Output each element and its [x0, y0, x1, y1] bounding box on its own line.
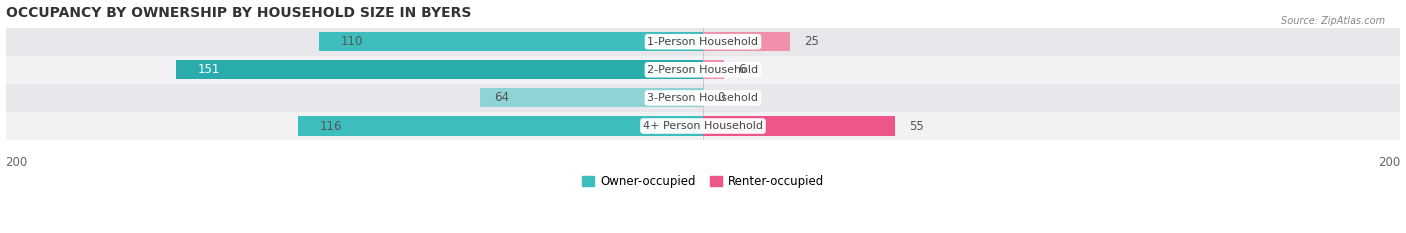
Bar	[6, 112, 1400, 140]
Text: 200: 200	[6, 155, 28, 168]
Text: 64: 64	[494, 91, 509, 104]
Bar	[703, 116, 894, 136]
Text: 151: 151	[197, 63, 219, 76]
Bar	[319, 32, 703, 51]
Bar	[6, 84, 1400, 112]
Bar	[298, 116, 703, 136]
Text: 2-Person Household: 2-Person Household	[647, 65, 759, 75]
Text: OCCUPANCY BY OWNERSHIP BY HOUSEHOLD SIZE IN BYERS: OCCUPANCY BY OWNERSHIP BY HOUSEHOLD SIZE…	[6, 6, 471, 20]
Bar	[479, 88, 703, 107]
Text: 200: 200	[1378, 155, 1400, 168]
Bar	[6, 56, 1400, 84]
Text: Source: ZipAtlas.com: Source: ZipAtlas.com	[1281, 16, 1385, 26]
Text: 25: 25	[804, 35, 820, 48]
Text: 1-Person Household: 1-Person Household	[648, 37, 758, 47]
Bar	[703, 32, 790, 51]
Text: 0: 0	[717, 91, 724, 104]
Text: 3-Person Household: 3-Person Household	[648, 93, 758, 103]
Bar	[703, 60, 724, 79]
Bar	[6, 28, 1400, 56]
Text: 55: 55	[908, 120, 924, 133]
Bar	[176, 60, 703, 79]
Text: 6: 6	[738, 63, 745, 76]
Text: 110: 110	[340, 35, 363, 48]
Text: 4+ Person Household: 4+ Person Household	[643, 121, 763, 131]
Text: 116: 116	[319, 120, 342, 133]
Legend: Owner-occupied, Renter-occupied: Owner-occupied, Renter-occupied	[578, 170, 828, 193]
